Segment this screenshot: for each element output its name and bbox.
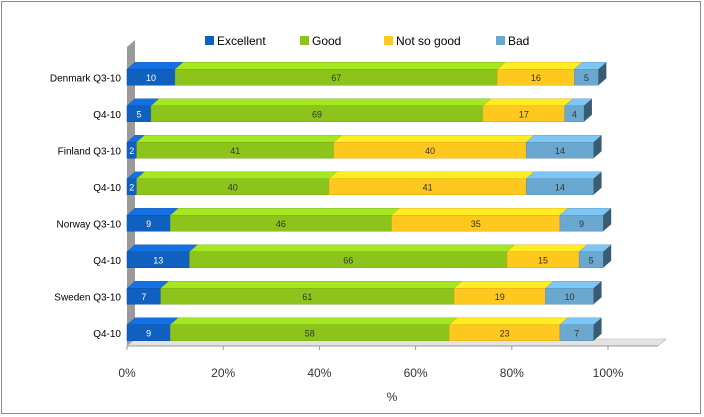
bar-top (506, 244, 588, 252)
category-label: Q4-10 (93, 183, 121, 194)
bar-end (593, 135, 602, 159)
bar-end (603, 208, 612, 232)
legend-swatch (496, 36, 505, 45)
bar-top (482, 98, 574, 106)
bar-end (593, 171, 602, 195)
category-labels: Denmark Q3-10 Q4-10 Finland Q3-10 Q4-10 Norw… (50, 73, 122, 340)
category-label: Denmark Q3-10 (50, 73, 122, 84)
data-label: 7 (574, 328, 579, 338)
data-label: 14 (555, 182, 565, 192)
category-label: Norway Q3-10 (57, 219, 122, 230)
legend-swatch (205, 36, 214, 45)
data-label: 5 (137, 109, 142, 119)
data-label: 41 (230, 146, 240, 156)
bar-top (544, 281, 603, 289)
data-label: 15 (538, 255, 548, 265)
bar-end (598, 62, 607, 86)
data-label: 61 (302, 292, 312, 302)
bars: 10 67 16 55 69 17 42 41 40 142 40 41 149 46 35 913 66 15 5… (126, 62, 612, 341)
data-label: 23 (500, 328, 510, 338)
category-label: Q4-10 (93, 110, 121, 121)
bar-top (174, 62, 506, 70)
category-label: Q4-10 (93, 256, 121, 267)
legend-swatch (384, 36, 393, 45)
bar-top (136, 171, 338, 179)
legend-swatch (300, 36, 309, 45)
data-label: 13 (153, 255, 163, 265)
bar-end (593, 317, 602, 341)
data-label: 40 (425, 146, 435, 156)
bar-top (525, 171, 603, 179)
bar-top (169, 317, 458, 325)
data-label: 58 (305, 328, 315, 338)
data-label: 19 (495, 292, 505, 302)
data-label: 67 (331, 73, 341, 83)
bar-top (328, 171, 535, 179)
bar-top (169, 208, 401, 216)
bar-top (525, 135, 603, 143)
x-tick-label: 60% (404, 366, 428, 380)
legend-label: Not so good (396, 34, 461, 48)
x-tick-label: 100% (593, 366, 624, 380)
bar-end (593, 281, 602, 305)
data-label: 66 (343, 255, 353, 265)
bar-top (150, 98, 492, 106)
bar-segment (525, 178, 594, 195)
data-label: 9 (146, 219, 151, 229)
data-label: 35 (471, 219, 481, 229)
data-label: 40 (228, 182, 238, 192)
bar-top (126, 244, 199, 252)
data-label: 9 (146, 328, 151, 338)
bar-top (126, 208, 179, 216)
bar-top (126, 62, 184, 70)
legend-label: Good (312, 34, 341, 48)
legend-label: Bad (508, 34, 529, 48)
legend-label: Excellent (217, 34, 266, 48)
x-tick-label: 40% (307, 366, 331, 380)
category-label: Finland Q3-10 (58, 146, 122, 157)
bar-top (391, 208, 569, 216)
data-label: 5 (584, 73, 589, 83)
data-label: 2 (129, 146, 134, 156)
bar-top (496, 62, 583, 70)
bar-top (333, 135, 535, 143)
data-label: 10 (565, 292, 575, 302)
bar-end (603, 244, 612, 268)
x-tick-label: 80% (500, 366, 524, 380)
category-label: Q4-10 (93, 329, 121, 340)
bar-top (136, 135, 343, 143)
data-label: 9 (579, 219, 584, 229)
bar-top (559, 208, 612, 216)
bar-top (188, 244, 516, 252)
data-label: 17 (519, 109, 529, 119)
data-label: 69 (312, 109, 322, 119)
data-label: 4 (572, 109, 577, 119)
data-label: 7 (141, 292, 146, 302)
bar-segment (525, 142, 594, 159)
x-axis: 0% 20% 40% 60% 80% 100% (118, 346, 624, 380)
data-label: 2 (129, 182, 134, 192)
data-label: 10 (146, 73, 156, 83)
category-label: Sweden Q3-10 (54, 292, 121, 303)
data-label: 16 (531, 73, 541, 83)
data-label: 14 (555, 146, 565, 156)
data-label: 5 (589, 255, 594, 265)
bar-segment (545, 288, 594, 305)
data-label: 41 (423, 182, 433, 192)
legend: Excellent Good Not so good Bad (205, 34, 529, 48)
bar-top (448, 317, 569, 325)
x-axis-label: % (387, 390, 398, 404)
x-tick-label: 0% (118, 366, 136, 380)
bar-end (583, 98, 592, 122)
bar-top (453, 281, 555, 289)
data-label: 46 (276, 219, 286, 229)
bar-top (126, 317, 179, 325)
x-tick-label: 20% (211, 366, 235, 380)
bar-top (160, 281, 463, 289)
